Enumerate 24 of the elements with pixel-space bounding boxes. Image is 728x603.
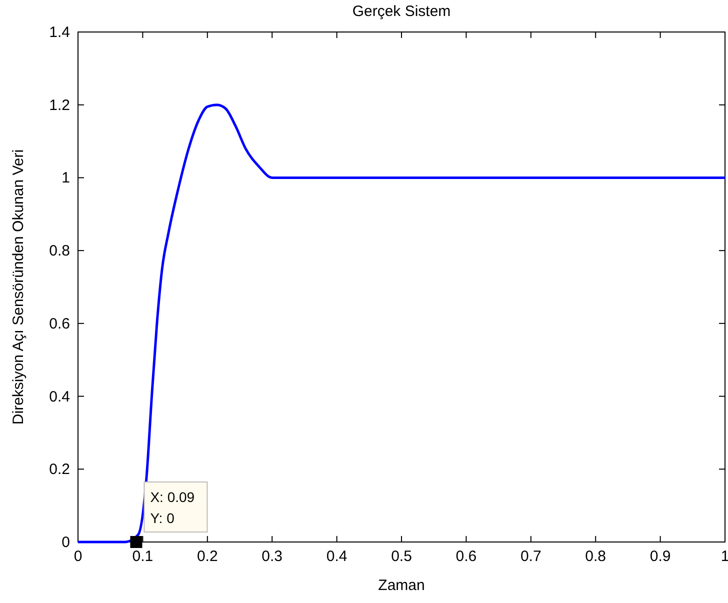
y-tick-label: 1 xyxy=(62,170,70,187)
x-tick-label: 0.9 xyxy=(650,548,671,565)
x-tick-label: 0.8 xyxy=(585,548,606,565)
y-tick-label: 0.8 xyxy=(49,242,70,260)
x-tick-label: 0.7 xyxy=(520,548,542,565)
y-tick-label: 0.4 xyxy=(49,388,70,406)
y-tick-label: 0.2 xyxy=(49,461,70,478)
x-tick-label: 0.6 xyxy=(456,548,477,565)
y-tick-label: 1.2 xyxy=(49,96,70,114)
annotation: X: 0.09 Y: 0 xyxy=(150,489,195,526)
x-tick-label: 0 xyxy=(74,548,82,565)
x-tick-label: 0.4 xyxy=(326,548,348,565)
y-tick-label: 0 xyxy=(62,534,70,551)
y-tick-label: 1.4 xyxy=(49,24,70,41)
x-axis-title: Zaman xyxy=(378,577,425,594)
x-tick-label: 1 xyxy=(720,548,728,565)
y-tick-label: 0.6 xyxy=(49,315,70,332)
chart-title: Gerçek Sistem xyxy=(352,3,451,20)
x-tick-label: 0.2 xyxy=(196,548,218,565)
x-tick-label: 0.1 xyxy=(132,548,154,565)
x-tick-label: 0.5 xyxy=(391,548,412,565)
x-tick-label: 0.3 xyxy=(262,548,283,565)
line-series xyxy=(76,104,726,544)
y-axis-title: Direksiyon Açı Sensöründen Okunan Veri xyxy=(10,149,27,425)
